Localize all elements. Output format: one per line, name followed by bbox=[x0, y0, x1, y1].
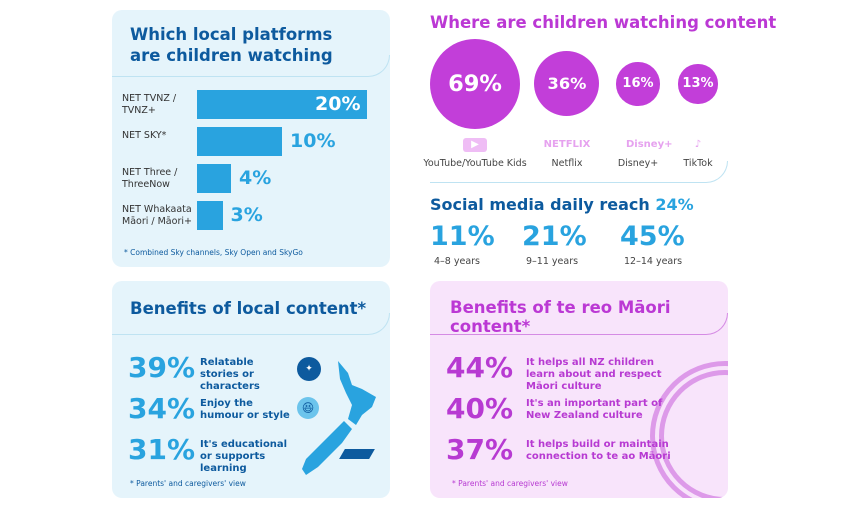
bar bbox=[197, 90, 367, 119]
bubble: 36% bbox=[534, 51, 600, 117]
bar bbox=[197, 164, 231, 193]
watching-title: Where are children watching content bbox=[430, 13, 777, 32]
bar-label: NET SKY* bbox=[122, 130, 167, 141]
footnote: * Parents' and caregivers' view bbox=[130, 479, 246, 488]
bar-value: 3% bbox=[230, 204, 263, 226]
panel-title: Benefits of local content* bbox=[130, 299, 367, 318]
age-label: 12–14 years bbox=[624, 256, 683, 267]
stat-text: It helps build or maintain connection to… bbox=[526, 439, 671, 462]
stat-value: 34% bbox=[128, 392, 196, 425]
bar bbox=[197, 201, 223, 230]
platform-label: YouTube/YouTube Kids bbox=[423, 158, 527, 169]
bar-label: NET Whakaata Māori / Māori+ bbox=[122, 204, 192, 227]
age-reach-value: 45% bbox=[620, 221, 685, 252]
nz-map-icon bbox=[302, 361, 376, 475]
maori-benefits-panel: Benefits of te reo Māori content* 44% It … bbox=[430, 281, 728, 498]
disney-plus-logo: Disney+ bbox=[626, 139, 673, 150]
stat-text: It helps all NZ children learn about and… bbox=[526, 357, 662, 392]
age-label: 9–11 years bbox=[526, 256, 579, 267]
platform-label: Netflix bbox=[551, 158, 583, 169]
bar-value: 20% bbox=[315, 93, 361, 115]
bar-value: 4% bbox=[239, 167, 272, 189]
stat-text: It's an important part of New Zealand cu… bbox=[526, 398, 663, 421]
stat-text: Relatable stories or characters bbox=[200, 357, 260, 392]
stat-text: It's educational or supports learning bbox=[200, 439, 288, 474]
local-platforms-panel: Which local platforms are children watch… bbox=[112, 10, 390, 267]
age-reach-value: 21% bbox=[522, 221, 587, 252]
footnote: * Parents' and caregivers' view bbox=[452, 479, 568, 488]
social-title-text: Social media daily reach bbox=[430, 195, 650, 214]
stat-text: Enjoy the humour or style bbox=[200, 398, 290, 421]
social-title: Social media daily reach 24% bbox=[430, 194, 694, 215]
bubble: 16% bbox=[616, 62, 660, 106]
tiktok-icon: ♪ bbox=[694, 139, 702, 150]
bar-label: NET TVNZ / TVNZ+ bbox=[122, 93, 177, 116]
age-reach-value: 11% bbox=[430, 221, 495, 252]
platform-label: TikTok bbox=[683, 158, 713, 169]
stat-value: 37% bbox=[446, 433, 514, 466]
graduation-cap-icon bbox=[339, 449, 375, 459]
bar bbox=[197, 127, 282, 156]
platform-label: Disney+ bbox=[617, 158, 659, 169]
stat-value: 44% bbox=[446, 351, 514, 384]
stat-value: 31% bbox=[128, 433, 196, 466]
bubble: 13% bbox=[678, 64, 718, 104]
footnote: * Combined Sky channels, Sky Open and Sk… bbox=[124, 248, 303, 257]
bar-label: NET Three / ThreeNow bbox=[122, 167, 178, 190]
panel-title: Benefits of te reo Māori content* bbox=[450, 298, 671, 336]
bar-value: 10% bbox=[290, 130, 336, 152]
bubble: 69% bbox=[430, 39, 520, 129]
stat-value: 39% bbox=[128, 351, 196, 384]
divider bbox=[430, 161, 728, 183]
panel-title: Which local platforms are children watch… bbox=[130, 25, 333, 65]
nz-flag-icon: ✦ bbox=[297, 357, 321, 381]
stat-value: 40% bbox=[446, 392, 514, 425]
laughing-face-icon: 😆 bbox=[297, 397, 319, 419]
age-label: 4–8 years bbox=[434, 256, 481, 267]
local-benefits-panel: Benefits of local content* ✦ 😆 39% Relata… bbox=[112, 281, 390, 498]
netflix-logo: NETFLIX bbox=[543, 139, 591, 150]
youtube-icon: ▶ bbox=[463, 138, 487, 152]
social-total: 24% bbox=[655, 195, 694, 214]
